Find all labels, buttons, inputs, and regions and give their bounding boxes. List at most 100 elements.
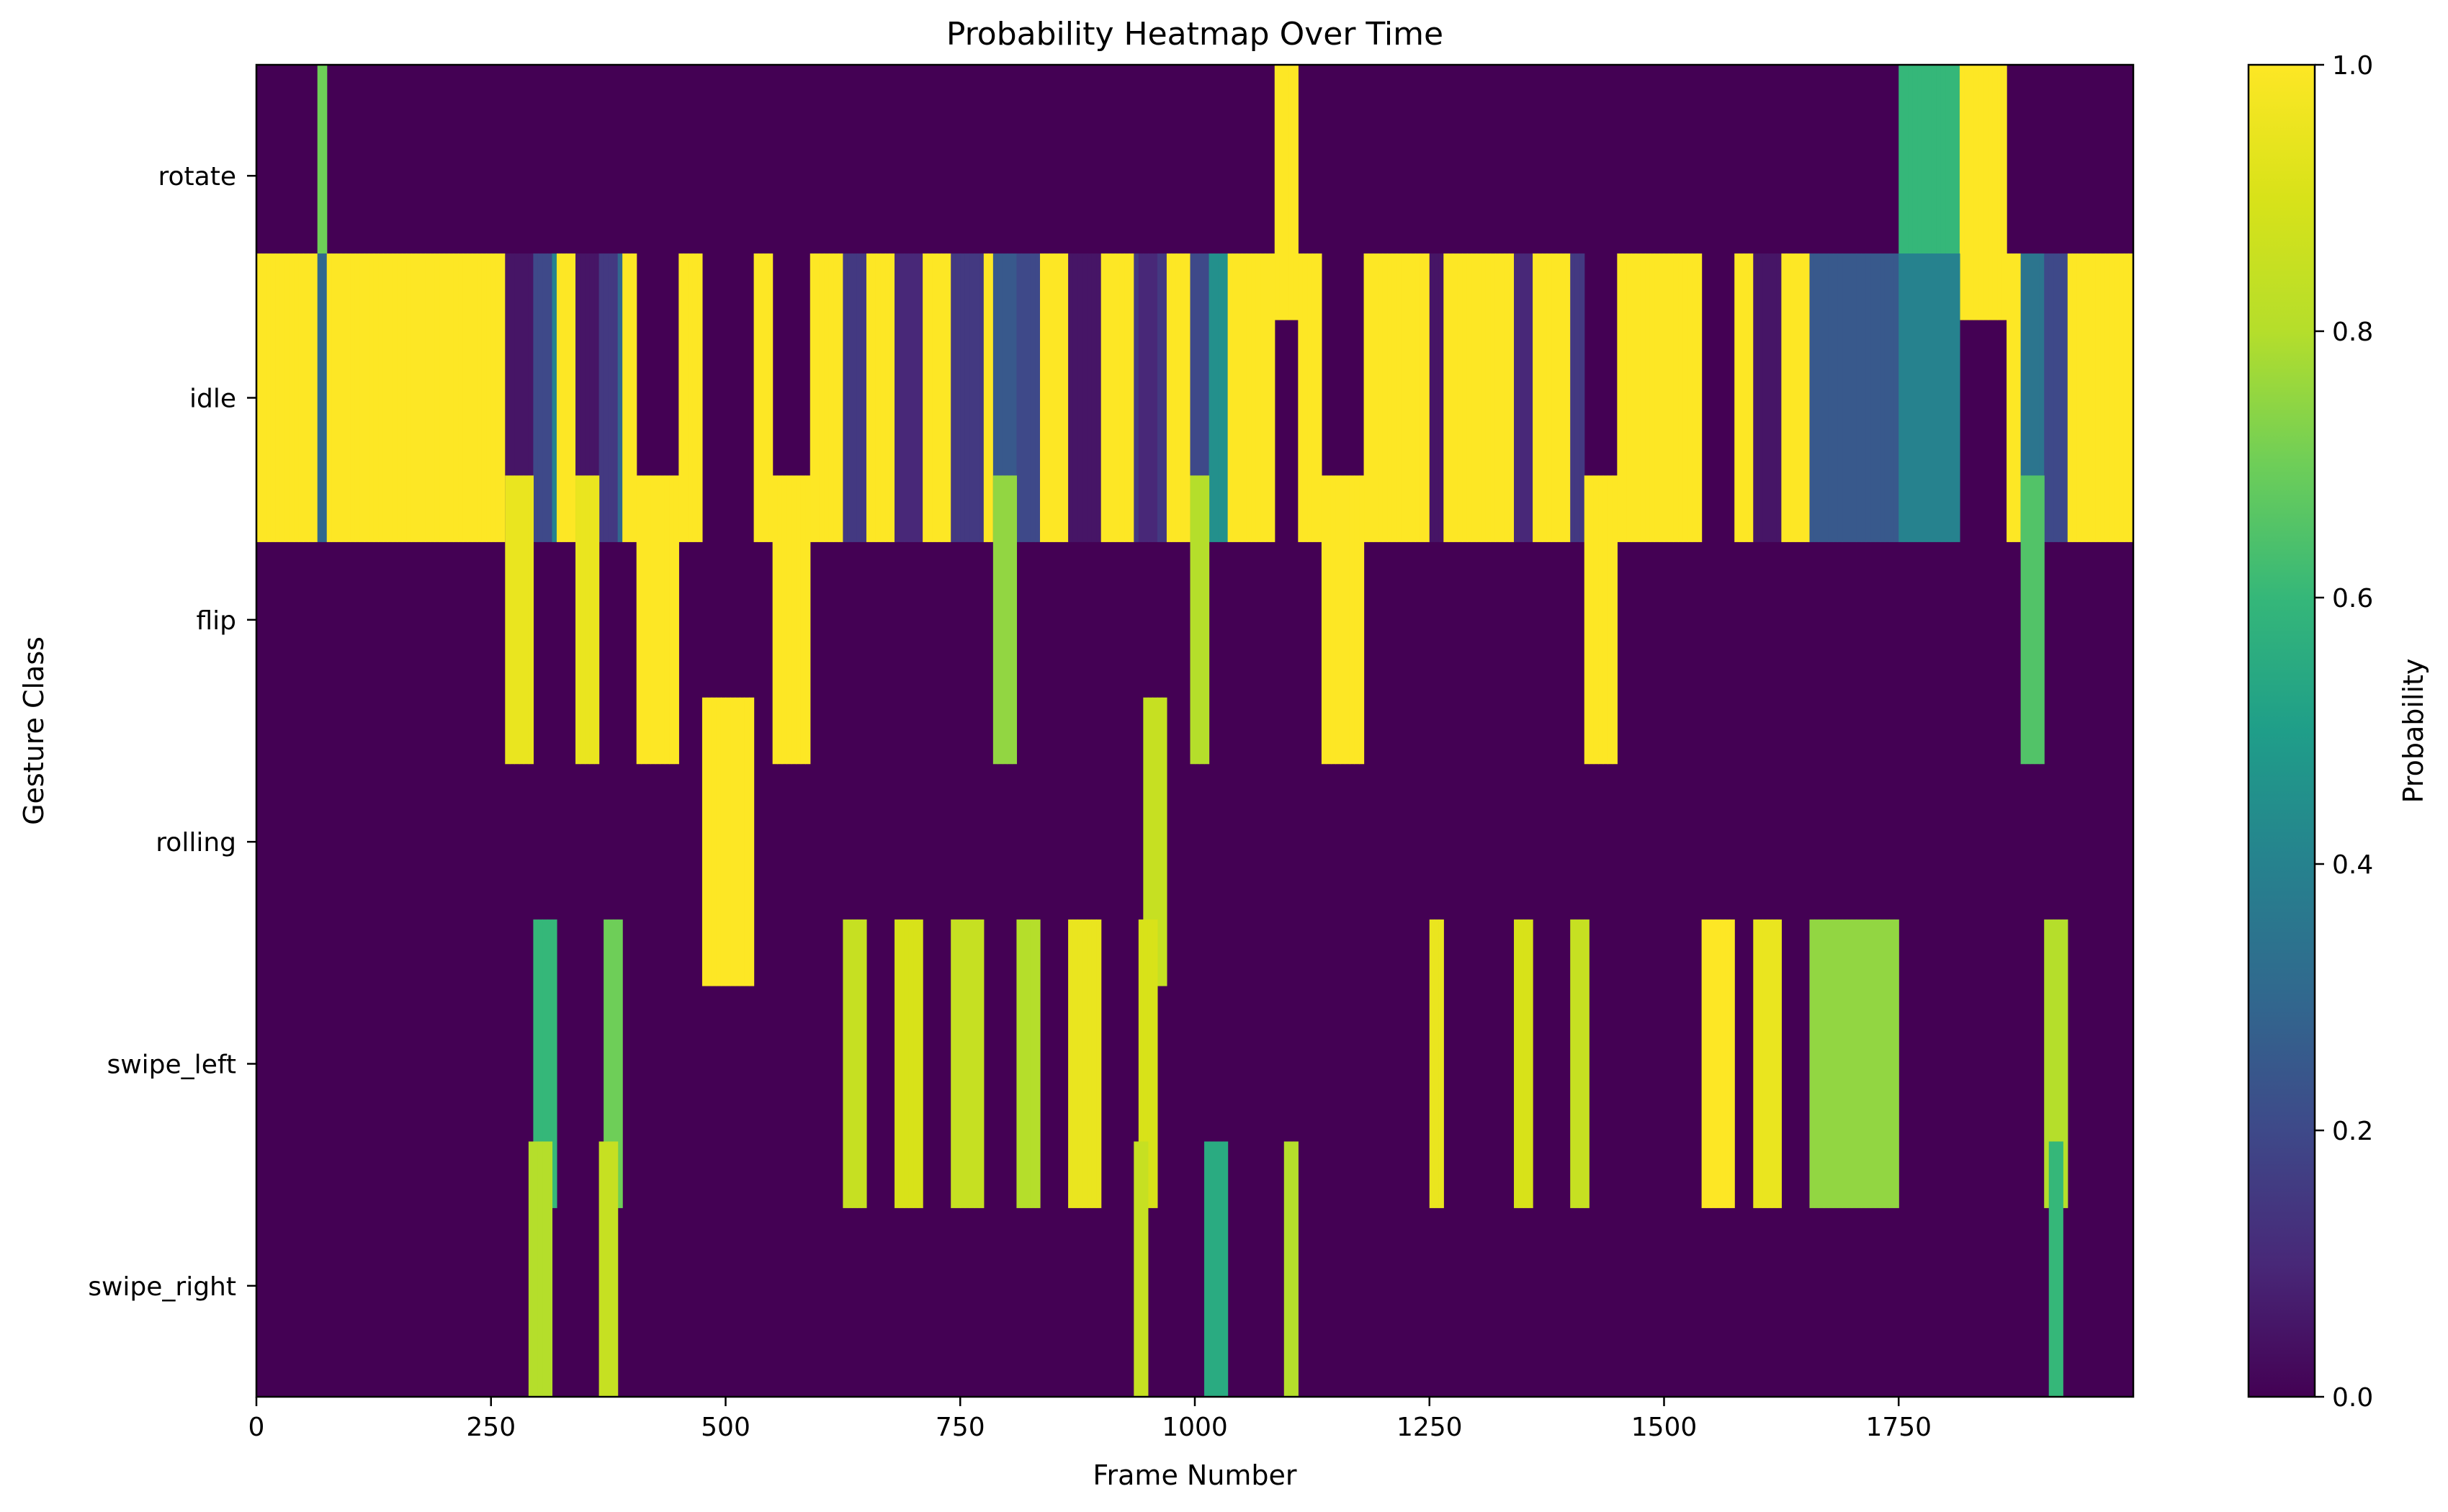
heatmap-cell — [458, 253, 464, 542]
heatmap-cell — [772, 475, 778, 765]
heatmap-cell — [1546, 253, 1552, 542]
heatmap-cell — [1852, 919, 1857, 1208]
heatmap-cell — [1870, 919, 1876, 1208]
heatmap-cell — [923, 253, 928, 542]
heatmap-cell — [697, 253, 703, 542]
heatmap-cell — [2119, 253, 2125, 542]
heatmap-cell — [2039, 253, 2045, 542]
heatmap-cell — [1204, 253, 1210, 542]
heatmap-cell — [1973, 65, 1979, 320]
heatmap-cell — [1425, 253, 1430, 542]
heatmap-cell — [1152, 919, 1158, 1208]
heatmap-cell — [1922, 253, 1927, 542]
heatmap-cell — [537, 1141, 544, 1397]
heatmap-cell — [565, 253, 572, 542]
heatmap-cell — [1054, 253, 1059, 542]
y-axis-label: Gesture Class — [18, 636, 50, 825]
heatmap-cell — [964, 253, 970, 542]
heatmap-cell — [1819, 919, 1824, 1208]
heatmap-cell — [1584, 475, 1590, 765]
heatmap-cell — [1317, 253, 1322, 542]
heatmap-cell — [2053, 919, 2059, 1208]
heatmap-cell — [955, 919, 961, 1208]
heatmap-cell — [1335, 475, 1341, 765]
heatmap-cell — [397, 253, 403, 542]
heatmap-cell — [1223, 1141, 1229, 1397]
heatmap-cell — [1988, 65, 1994, 320]
heatmap-cell — [1842, 919, 1848, 1208]
heatmap-cell — [908, 253, 914, 542]
heatmap-cell — [861, 919, 867, 1208]
heatmap-cell — [1514, 919, 1520, 1208]
heatmap-cell — [425, 253, 431, 542]
heatmap-cell — [2058, 919, 2063, 1208]
heatmap-cell — [1509, 253, 1515, 542]
heatmap-cell — [1237, 253, 1242, 542]
heatmap-cell — [322, 253, 328, 542]
heatmap-cell — [364, 253, 369, 542]
heatmap-cell — [533, 1141, 539, 1397]
heatmap-cell — [805, 475, 811, 765]
heatmap-cell — [1378, 253, 1384, 542]
heatmap-cell — [1011, 475, 1018, 765]
heatmap-cell — [1865, 253, 1871, 542]
heatmap-cell — [1190, 253, 1196, 542]
heatmap-cell — [1659, 253, 1665, 542]
heatmap-cell — [992, 253, 998, 542]
heatmap-cell — [1091, 253, 1097, 542]
heatmap-cell — [1757, 919, 1763, 1208]
heatmap-cell — [1387, 253, 1393, 542]
heatmap-cell — [1326, 475, 1332, 765]
heatmap-cell — [781, 475, 787, 765]
heatmap-cell — [1602, 475, 1608, 765]
heatmap-cell — [1110, 253, 1116, 542]
heatmap-cell — [1466, 253, 1472, 542]
heatmap-cell — [701, 697, 708, 986]
heatmap-cell — [2123, 253, 2130, 542]
heatmap-cell — [528, 253, 534, 542]
heatmap-cell — [1701, 919, 1707, 1208]
heatmap-cell — [1457, 253, 1463, 542]
heatmap-cell — [1856, 253, 1862, 542]
heatmap-cell — [1809, 919, 1815, 1208]
heatmap-cell — [1870, 253, 1876, 542]
heatmap-cell — [1391, 253, 1397, 542]
heatmap-cell — [411, 253, 417, 542]
heatmap-cell — [1363, 253, 1369, 542]
heatmap-cell — [1204, 475, 1210, 765]
heatmap-cell — [467, 253, 473, 542]
heatmap-cell — [1382, 253, 1388, 542]
colorbar-frame — [2247, 63, 2316, 1398]
heatmap-cell — [1049, 253, 1055, 542]
heatmap-cell — [969, 919, 975, 1208]
heatmap-cell — [951, 919, 956, 1208]
heatmap-cell — [1626, 253, 1632, 542]
heatmap-cell — [1138, 919, 1144, 1208]
heatmap-cell — [608, 1141, 614, 1397]
x-tick-label: 0 — [248, 1413, 265, 1442]
heatmap-cell — [439, 253, 445, 542]
heatmap-cell — [1884, 919, 1890, 1208]
heatmap-cell — [1813, 253, 1820, 542]
heatmap-cell — [1040, 253, 1046, 542]
heatmap-cell — [1068, 253, 1074, 542]
heatmap-cell — [1368, 253, 1374, 542]
x-tick-label: 1500 — [1631, 1413, 1698, 1442]
heatmap-cell — [1912, 65, 1918, 320]
heatmap-cell — [1959, 65, 1965, 320]
heatmap-cell — [434, 253, 440, 542]
heatmap-cell — [904, 919, 910, 1208]
x-tick-label: 1000 — [1162, 1413, 1228, 1442]
heatmap-cell — [1434, 253, 1440, 542]
heatmap-cell — [505, 253, 511, 542]
heatmap-cell — [472, 253, 478, 542]
heatmap-cell — [688, 253, 694, 542]
heatmap-cell — [1302, 253, 1308, 542]
heatmap-cell — [1499, 253, 1505, 542]
heatmap-cell — [2104, 253, 2111, 542]
heatmap-cell — [542, 919, 548, 1208]
colorbar-tick-label: 1.0 — [2332, 51, 2373, 81]
heatmap-cell — [589, 475, 595, 765]
heatmap-cell — [570, 253, 576, 542]
heatmap-cell — [1016, 253, 1022, 542]
